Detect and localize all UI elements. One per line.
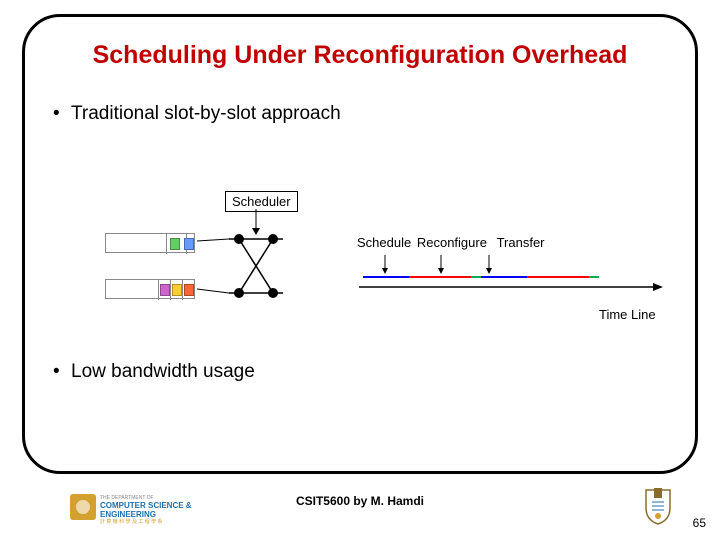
arrowhead-icon — [382, 268, 388, 274]
queue-cell — [184, 238, 194, 250]
bullet-low-bandwidth: Low bandwidth usage — [71, 361, 255, 383]
queue-cell — [172, 284, 182, 296]
crossbar-switch — [221, 227, 291, 305]
bullet1-text: Traditional slot-by-slot approach — [71, 103, 341, 124]
phase-reconfigure: Reconfigure — [417, 235, 487, 250]
page-number: 65 — [693, 516, 706, 530]
footer-course: CSIT5600 by M. Hamdi — [296, 494, 424, 508]
queue-top — [105, 233, 195, 253]
timeline-label-text: Time Line — [599, 307, 656, 322]
slide-title: Scheduling Under Reconfiguration Overhea… — [25, 41, 695, 70]
slide-frame: Scheduling Under Reconfiguration Overhea… — [22, 14, 698, 474]
university-shield-icon — [642, 486, 674, 526]
phase-transfer: Transfer — [497, 235, 545, 250]
queue-cell — [160, 284, 170, 296]
scheduler-label: Scheduler — [232, 194, 291, 209]
phase-schedule: Schedule — [357, 235, 411, 250]
svg-text:計 算 機 科 學 及 工 程 學 系: 計 算 機 科 學 及 工 程 學 系 — [100, 518, 163, 524]
page-num-text: 65 — [693, 516, 706, 530]
dept-logo: THE DEPARTMENT OF COMPUTER SCIENCE & ENG… — [70, 490, 220, 524]
queue-divider — [170, 280, 171, 300]
bullet-traditional: Traditional slot-by-slot approach — [71, 103, 341, 125]
scheduler-box: Scheduler — [225, 191, 298, 212]
queue-bottom — [105, 279, 195, 299]
arrowhead-icon — [486, 268, 492, 274]
arrowhead-icon — [438, 268, 444, 274]
phase-labels: Schedule Reconfigure Transfer — [357, 235, 545, 250]
dept-line2: COMPUTER SCIENCE & — [100, 501, 192, 510]
queue-divider — [166, 234, 167, 254]
queue-divider — [182, 280, 183, 300]
bullet2-text: Low bandwidth usage — [71, 361, 255, 382]
queue-cell — [184, 284, 194, 296]
title-text: Scheduling Under Reconfiguration Overhea… — [93, 41, 628, 69]
dept-line3: ENGINEERING — [100, 510, 156, 519]
queue-divider — [158, 280, 159, 300]
timeline-label: Time Line — [599, 307, 656, 322]
timeline — [355, 253, 665, 297]
queue-cell — [170, 238, 180, 250]
